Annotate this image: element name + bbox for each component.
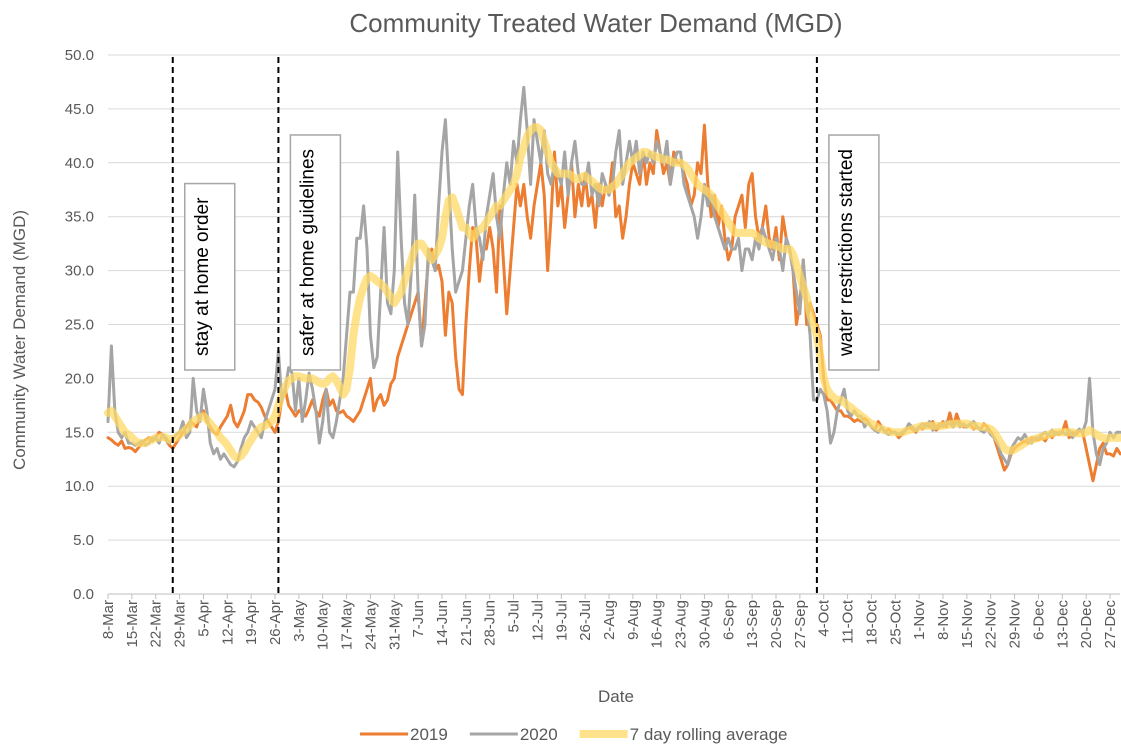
x-tick-label: 12-Jul [529,600,546,641]
x-tick-label: 3-May [291,600,308,642]
y-tick-label: 20.0 [65,370,94,387]
x-tick-label: 28-Jun [482,600,499,646]
x-tick-label: 18-Oct [863,599,880,645]
x-tick-label: 19-Apr [243,600,260,645]
x-tick-label: 30-Aug [696,600,713,648]
x-tick-label: 26-Jul [577,600,594,641]
legend-label: 7 day rolling average [630,725,788,744]
x-tick-label: 14-Jun [434,600,451,646]
x-tick-label: 20-Dec [1078,600,1095,649]
legend-label: 2019 [410,725,448,744]
x-tick-label: 29-Mar [172,600,189,648]
annotation-text: water restrictions started [836,149,857,357]
x-tick-label: 25-Oct [887,599,904,645]
y-tick-label: 15.0 [65,424,94,441]
x-tick-label: 9-Aug [625,600,642,640]
series-line [104,123,1121,463]
x-tick-label: 24-May [362,600,379,651]
y-tick-label: 25.0 [65,317,94,334]
x-tick-label: 22-Nov [983,600,1000,649]
y-tick-label: 0.0 [73,586,94,603]
x-tick-label: 10-May [315,600,332,651]
annotation-box [289,134,342,371]
annotation-box [184,182,236,371]
x-tick-label: 1-Nov [911,600,928,641]
x-tick-label: 5-Jul [506,600,523,633]
y-tick-label: 40.0 [65,155,94,172]
x-tick-label: 8-Mar [100,600,117,639]
x-tick-label: 8-Nov [935,600,952,641]
x-tick-label: 26-Apr [267,600,284,645]
x-tick-label: 15-Nov [959,600,976,649]
x-tick-label: 6-Sep [720,600,737,640]
x-tick-label: 19-Jul [553,600,570,641]
y-tick-label: 50.0 [65,47,94,64]
annotation: water restrictions started [828,134,880,371]
legend-label: 2020 [520,725,558,744]
x-tick-label: 27-Dec [1102,600,1119,649]
x-tick-label: 13-Sep [744,600,761,648]
x-tick-label: 15-Mar [124,600,141,648]
x-axis-label: Date [598,687,634,706]
annotation-text: safer at home guidelines [297,149,318,356]
x-tick-label: 27-Sep [792,600,809,648]
x-tick-label: 5-Apr [195,600,212,637]
series-line [106,85,1121,469]
legend: 2019 2020 7 day rolling average [360,725,787,744]
x-tick-label: 20-Sep [768,600,785,648]
x-tick-label: 17-May [339,600,356,651]
x-tick-label: 7-Jun [410,600,427,638]
x-tick-label: 31-May [386,600,403,651]
x-tick-label: 12-Apr [219,600,236,645]
x-tick-label: 2-Aug [601,600,618,640]
x-tick-label: 21-Jun [458,600,475,646]
y-tick-label: 5.0 [73,532,94,549]
y-tick-label: 45.0 [65,101,94,118]
x-tick-label: 4-Oct [816,599,833,637]
x-tick-label: 6-Dec [1030,600,1047,641]
annotation: stay at home order [184,182,236,371]
annotation-text: stay at home order [192,197,213,356]
x-tick-label: 13-Dec [1054,600,1071,649]
x-tick-label: 11-Oct [840,599,857,644]
y-tick-label: 35.0 [65,209,94,226]
x-tick-label: 22-Mar [148,600,165,648]
chart-title: Community Treated Water Demand (MGD) [349,8,842,38]
x-tick-label: 23-Aug [673,600,690,648]
y-axis-label: Community Water Demand (MGD) [10,210,29,470]
annotation-box [828,134,880,371]
y-tick-label: 10.0 [65,478,94,495]
x-tick-label: 16-Aug [649,600,666,648]
y-tick-label: 30.0 [65,263,94,280]
x-tick-label: 29-Nov [1007,600,1024,649]
annotation: safer at home guidelines [289,134,342,371]
